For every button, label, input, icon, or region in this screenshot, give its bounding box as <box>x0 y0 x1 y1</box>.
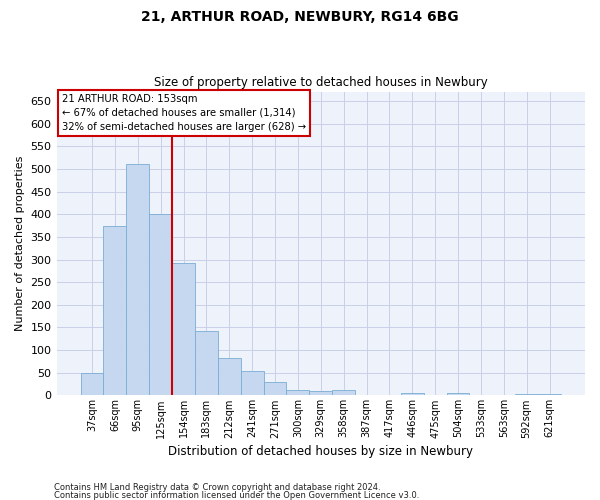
X-axis label: Distribution of detached houses by size in Newbury: Distribution of detached houses by size … <box>168 444 473 458</box>
Bar <box>149 214 172 396</box>
Bar <box>515 394 538 396</box>
Title: Size of property relative to detached houses in Newbury: Size of property relative to detached ho… <box>154 76 488 90</box>
Text: Contains HM Land Registry data © Crown copyright and database right 2024.: Contains HM Land Registry data © Crown c… <box>54 484 380 492</box>
Bar <box>80 373 103 396</box>
Text: Contains public sector information licensed under the Open Government Licence v3: Contains public sector information licen… <box>54 490 419 500</box>
Bar <box>241 370 263 396</box>
Bar <box>172 263 195 396</box>
Bar <box>310 391 332 396</box>
Bar <box>195 330 218 396</box>
Text: 21, ARTHUR ROAD, NEWBURY, RG14 6BG: 21, ARTHUR ROAD, NEWBURY, RG14 6BG <box>141 10 459 24</box>
Bar <box>286 390 310 396</box>
Bar <box>103 226 127 396</box>
Bar <box>263 382 286 396</box>
Bar <box>446 393 469 396</box>
Y-axis label: Number of detached properties: Number of detached properties <box>15 156 25 332</box>
Text: 21 ARTHUR ROAD: 153sqm
← 67% of detached houses are smaller (1,314)
32% of semi-: 21 ARTHUR ROAD: 153sqm ← 67% of detached… <box>62 94 306 132</box>
Bar <box>218 358 241 396</box>
Bar <box>332 390 355 396</box>
Bar <box>401 393 424 396</box>
Bar <box>538 394 561 396</box>
Bar <box>127 164 149 396</box>
